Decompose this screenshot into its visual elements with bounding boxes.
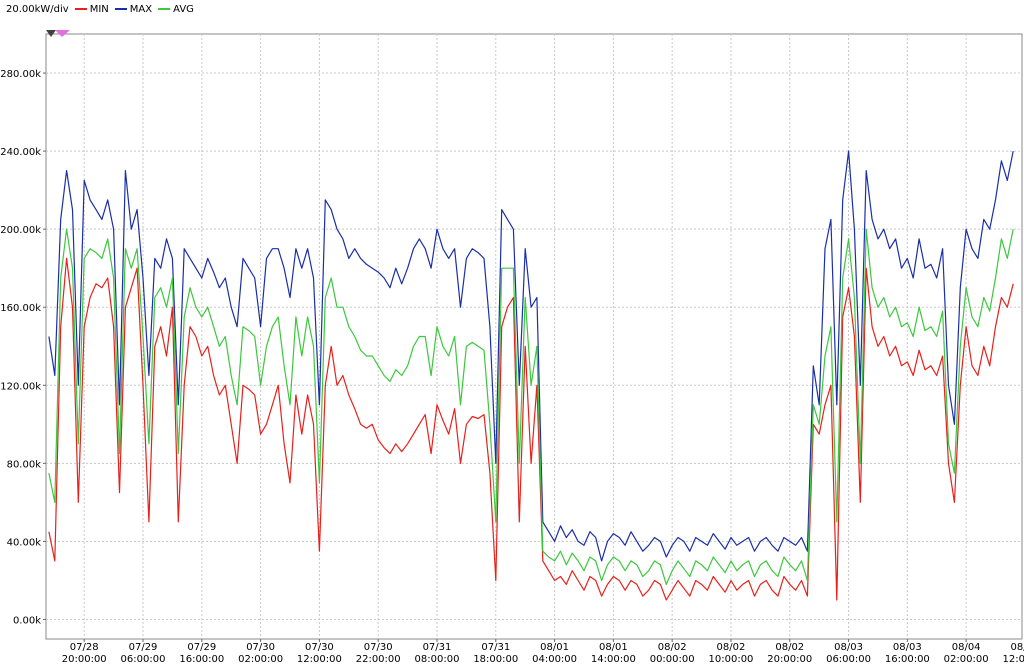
- y-tick-label: 280.00k: [0, 69, 41, 80]
- y-tick-label: 160.00k: [0, 303, 41, 314]
- y-tick-label: 0.00k: [13, 615, 41, 626]
- legend-label-max: MAX: [129, 3, 153, 15]
- plot-area: [45, 33, 1023, 640]
- x-tick-time-label: 04:00:00: [532, 654, 577, 665]
- x-tick-time-label: 20:00:00: [767, 654, 812, 665]
- scroll-marker[interactable]: [46, 30, 70, 37]
- chart-header: 20.00kW/div MIN MAX AVG: [6, 2, 194, 16]
- x-tick-time-label: 16:00:00: [885, 654, 930, 665]
- x-tick-time-label: 02:00:00: [238, 654, 283, 665]
- x-tick-time-label: 12:00:00: [297, 654, 342, 665]
- x-tick-time-label: 16:00:00: [179, 654, 224, 665]
- y-axis-labels: 0.00k 40.00k 80.00k 120.00k 160.00k 200.00k 24…: [0, 69, 41, 626]
- series-line-min: [48, 257, 1014, 601]
- x-tick-time-label: 06:00:00: [826, 654, 871, 665]
- x-tick-date-label: 07/29: [187, 642, 216, 653]
- y-tick-label: 240.00k: [0, 147, 41, 158]
- x-tick-date-label: 08/04: [952, 642, 981, 653]
- legend-item-min: MIN: [74, 3, 109, 15]
- x-tick-date-label: 08/01: [599, 642, 628, 653]
- x-tick-date-label: 08/02: [658, 642, 687, 653]
- x-tick-time-label: 08:00:00: [415, 654, 460, 665]
- legend-item-avg: AVG: [158, 4, 194, 15]
- legend-label-min: MIN: [89, 3, 109, 15]
- x-tick-date-label: 07/31: [481, 642, 510, 653]
- x-tick-date-label: 08/03: [834, 642, 863, 653]
- series-line-max: [48, 150, 1014, 562]
- x-tick-time-label: 00:00:00: [650, 654, 695, 665]
- x-tick-date-label: 07/28: [70, 642, 99, 653]
- x-tick-date-label: 08/02: [775, 642, 804, 653]
- x-tick-date-label: 08/03: [893, 642, 922, 653]
- x-tick-time-label: 18:00:00: [473, 654, 518, 665]
- x-axis-labels: 07/2820:00:0007/2906:00:0007/2916:00:000…: [62, 642, 1024, 665]
- x-tick-date-label: 07/30: [246, 642, 275, 653]
- x-tick-time-label: 02:00:00: [944, 654, 989, 665]
- y-tick-label: 80.00k: [7, 459, 42, 470]
- legend-swatch-avg: [158, 8, 171, 10]
- legend-swatch-max: [114, 8, 127, 10]
- y-tick-label: 40.00k: [7, 537, 42, 548]
- y-tick-label: 120.00k: [0, 381, 41, 392]
- legend-label-avg: AVG: [173, 3, 194, 15]
- x-tick-time-label: 06:00:00: [121, 654, 166, 665]
- series-lines: [48, 150, 1014, 601]
- x-tick-time-label: 22:00:00: [356, 654, 401, 665]
- x-tick-time-label: 10:00:00: [709, 654, 754, 665]
- x-tick-date-label: 07/31: [423, 642, 452, 653]
- x-tick-date-label: 08/01: [540, 642, 569, 653]
- x-tick-date-label: 08/02: [717, 642, 746, 653]
- x-tick-time-label: 12:00:00: [1002, 654, 1024, 665]
- marker-triangle-icon: [46, 30, 56, 37]
- x-tick-date-label: 07/30: [364, 642, 393, 653]
- marker-range-icon: [55, 30, 70, 37]
- x-tick-time-label: 14:00:00: [591, 654, 636, 665]
- scale-label: 20.00kW/div: [6, 3, 69, 15]
- x-tick-time-label: 20:00:00: [62, 654, 107, 665]
- y-tick-label: 200.00k: [0, 225, 41, 236]
- x-tick-date-label: 07/30: [305, 642, 334, 653]
- series-line-avg: [48, 228, 1014, 586]
- legend-item-max: MAX: [114, 3, 153, 15]
- x-tick-date-label: 08/04: [1011, 642, 1024, 653]
- legend-swatch-min: [74, 8, 87, 10]
- x-tick-date-label: 07/29: [129, 642, 158, 653]
